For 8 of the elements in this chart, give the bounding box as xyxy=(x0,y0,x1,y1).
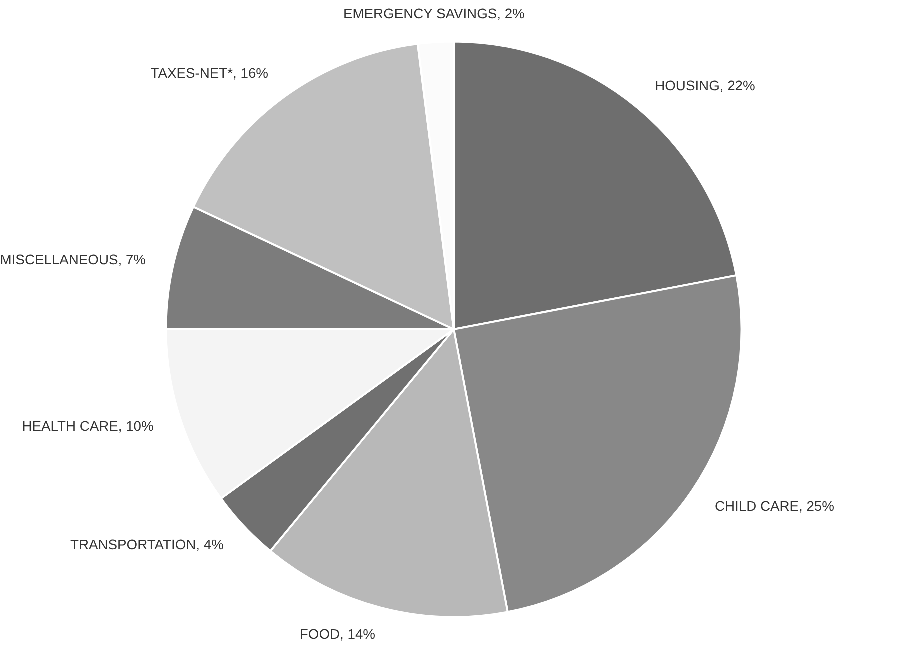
slice-label: FOOD, 14% xyxy=(300,626,376,642)
slice-label: CHILD CARE, 25% xyxy=(714,498,834,514)
slice-label: TAXES-NET*, 16% xyxy=(150,65,268,82)
slice-label: TRANSPORTATION, 4% xyxy=(70,536,224,552)
slice-label: HEALTH CARE, 10% xyxy=(22,418,154,434)
slice-label: HOUSING, 22% xyxy=(655,77,756,94)
slice-label: EMERGENCY SAVINGS, 2% xyxy=(343,6,525,22)
slice-label: MISCELLANEOUS, 7% xyxy=(0,252,146,268)
